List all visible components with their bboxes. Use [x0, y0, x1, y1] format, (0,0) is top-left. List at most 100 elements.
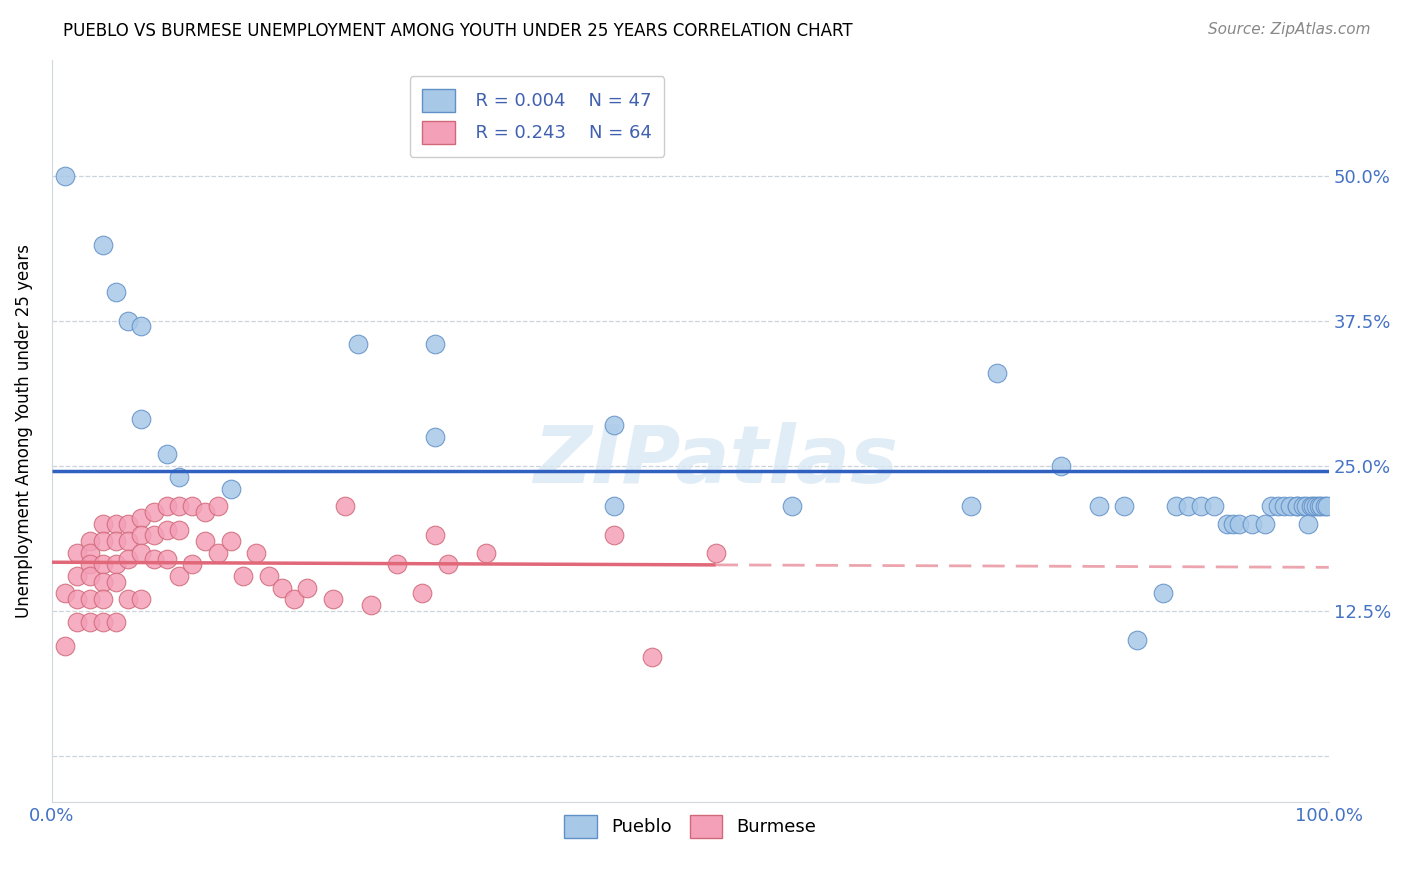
Point [602, 418, 624, 433]
Point [169, 500, 191, 514]
Point [232, 569, 254, 583]
Point [322, 592, 344, 607]
Point [1152, 586, 1174, 600]
Point [129, 592, 152, 607]
Point [91, 592, 114, 607]
Point [104, 574, 127, 589]
Point [1292, 500, 1315, 514]
Point [79, 546, 101, 560]
Point [1285, 500, 1308, 514]
Point [79, 569, 101, 583]
Point [1310, 500, 1333, 514]
Point [91, 534, 114, 549]
Point [104, 558, 127, 572]
Point [117, 592, 139, 607]
Point [79, 534, 101, 549]
Point [960, 500, 983, 514]
Point [156, 551, 179, 566]
Point [335, 500, 357, 514]
Y-axis label: Unemployment Among Youth under 25 years: Unemployment Among Youth under 25 years [15, 244, 32, 618]
Point [1049, 458, 1071, 473]
Point [181, 558, 204, 572]
Point [181, 500, 204, 514]
Point [91, 574, 114, 589]
Point [283, 592, 305, 607]
Point [385, 558, 408, 572]
Point [1202, 500, 1225, 514]
Point [782, 500, 804, 514]
Point [53, 169, 76, 183]
Point [1299, 500, 1322, 514]
Point [423, 430, 446, 444]
Point [129, 546, 152, 560]
Point [295, 581, 318, 595]
Point [1295, 500, 1317, 514]
Point [1227, 516, 1250, 531]
Point [207, 500, 229, 514]
Point [129, 412, 152, 426]
Point [1285, 500, 1308, 514]
Point [79, 592, 101, 607]
Point [1267, 500, 1289, 514]
Legend: Pueblo, Burmese: Pueblo, Burmese [557, 807, 824, 846]
Point [1189, 500, 1212, 514]
Point [1316, 500, 1339, 514]
Point [117, 516, 139, 531]
Point [360, 598, 382, 612]
Point [104, 516, 127, 531]
Point [347, 337, 370, 351]
Point [602, 500, 624, 514]
Point [411, 586, 433, 600]
Point [1308, 500, 1330, 514]
Point [142, 505, 165, 519]
Point [423, 337, 446, 351]
Point [129, 528, 152, 542]
Point [436, 558, 458, 572]
Point [1164, 500, 1187, 514]
Point [423, 528, 446, 542]
Point [142, 551, 165, 566]
Text: Source: ZipAtlas.com: Source: ZipAtlas.com [1208, 22, 1371, 37]
Point [66, 546, 89, 560]
Point [104, 615, 127, 630]
Point [602, 528, 624, 542]
Point [91, 238, 114, 252]
Point [475, 546, 498, 560]
Point [117, 314, 139, 328]
Point [129, 511, 152, 525]
Point [194, 534, 217, 549]
Point [53, 586, 76, 600]
Point [1088, 500, 1111, 514]
Point [66, 569, 89, 583]
Point [79, 558, 101, 572]
Point [79, 615, 101, 630]
Point [1254, 516, 1277, 531]
Text: ZIPatlas: ZIPatlas [533, 422, 898, 500]
Point [117, 551, 139, 566]
Point [169, 523, 191, 537]
Point [117, 534, 139, 549]
Point [129, 319, 152, 334]
Point [1305, 500, 1327, 514]
Point [91, 615, 114, 630]
Point [1279, 500, 1302, 514]
Point [207, 546, 229, 560]
Point [194, 505, 217, 519]
Point [1241, 516, 1264, 531]
Point [1272, 500, 1295, 514]
Point [1126, 632, 1149, 647]
Point [986, 366, 1008, 380]
Point [270, 581, 292, 595]
Point [1260, 500, 1282, 514]
Point [156, 500, 179, 514]
Point [257, 569, 280, 583]
Point [641, 650, 664, 665]
Point [104, 534, 127, 549]
Point [1313, 500, 1336, 514]
Point [91, 516, 114, 531]
Point [156, 447, 179, 461]
Point [1222, 516, 1244, 531]
Point [1177, 500, 1199, 514]
Point [1298, 516, 1320, 531]
Point [91, 558, 114, 572]
